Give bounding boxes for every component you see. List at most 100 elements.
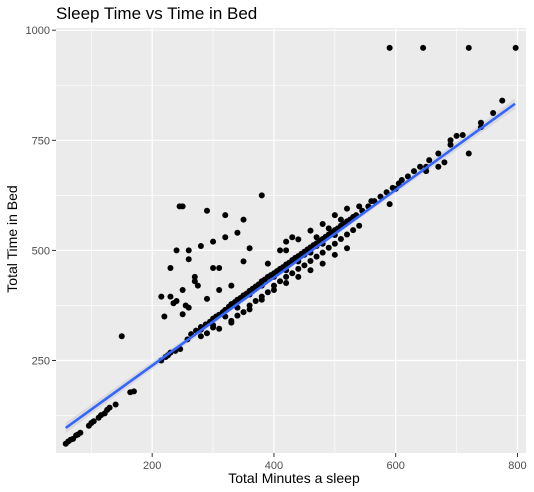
y-axis-title: Total Time in Bed (4, 185, 20, 292)
data-point (331, 240, 338, 247)
data-point (258, 192, 265, 199)
data-point (331, 212, 338, 219)
data-point (447, 137, 454, 144)
data-point (203, 330, 210, 337)
data-point (337, 235, 344, 242)
data-point (465, 150, 472, 157)
data-point (197, 243, 204, 250)
data-point (289, 270, 296, 277)
data-point (106, 404, 113, 411)
x-axis-title: Total Minutes a sleep (228, 470, 360, 486)
x-axis-ticks: 200 400 600 800 (143, 453, 527, 472)
data-point (344, 231, 351, 238)
data-point (490, 110, 497, 116)
data-point (246, 306, 253, 313)
data-point (420, 44, 427, 51)
data-point (264, 289, 271, 296)
data-point (176, 203, 183, 210)
data-point (185, 247, 192, 254)
data-point (465, 44, 472, 51)
data-point (295, 236, 302, 243)
data-point (447, 141, 454, 148)
data-point (222, 212, 229, 219)
data-point (77, 429, 84, 436)
chart-title: Sleep Time vs Time in Bed (56, 4, 258, 23)
data-point (210, 238, 217, 245)
data-point (295, 265, 302, 272)
data-point (459, 132, 466, 139)
data-point (477, 119, 484, 126)
data-point (441, 159, 448, 166)
data-point (410, 168, 417, 175)
data-point (277, 247, 284, 254)
data-point (216, 265, 223, 272)
data-point (228, 319, 235, 326)
data-point (386, 44, 393, 51)
data-point (234, 229, 241, 236)
y-tick-label: 250 (32, 356, 50, 368)
data-point (203, 207, 210, 214)
data-point (167, 293, 174, 300)
data-point (264, 260, 271, 267)
data-point (222, 234, 229, 241)
data-point (170, 300, 177, 307)
data-point (307, 227, 314, 234)
x-tick-label: 400 (265, 460, 283, 472)
data-point (179, 311, 186, 318)
trend-line-group (64, 102, 516, 429)
x-tick-label: 200 (143, 460, 161, 472)
data-point (173, 247, 180, 254)
data-point (246, 245, 253, 252)
data-point (182, 302, 189, 309)
data-point (426, 157, 433, 164)
data-point (228, 282, 235, 289)
data-point (197, 333, 204, 340)
data-point (435, 163, 442, 170)
data-point (161, 313, 168, 320)
data-point (270, 282, 277, 289)
y-tick-label: 1000 (26, 25, 50, 37)
data-point (283, 247, 290, 254)
data-point (319, 249, 326, 256)
data-point (499, 97, 506, 104)
data-point (356, 203, 363, 210)
data-point (191, 278, 198, 285)
trend-line (64, 102, 516, 429)
data-point (283, 273, 290, 280)
data-point (337, 216, 344, 223)
data-point (258, 296, 265, 303)
data-point (307, 267, 314, 274)
data-point (350, 227, 357, 234)
data-point (307, 257, 314, 264)
data-point (289, 234, 296, 241)
data-point (325, 225, 332, 232)
data-point (191, 273, 198, 280)
data-point (90, 418, 97, 425)
data-point (301, 262, 308, 269)
x-tick-label: 800 (508, 460, 526, 472)
data-point (283, 280, 290, 286)
y-tick-label: 500 (32, 245, 50, 257)
data-point (234, 312, 241, 319)
data-point (398, 176, 405, 183)
data-point (216, 287, 223, 294)
data-point (453, 132, 460, 139)
data-point (368, 198, 375, 205)
data-point (344, 245, 351, 252)
data-point (313, 253, 320, 260)
data-point (216, 325, 223, 332)
data-point (240, 258, 247, 265)
data-point (167, 265, 174, 272)
data-point (270, 287, 277, 294)
data-point (319, 220, 326, 227)
data-point (356, 222, 363, 229)
data-point (404, 173, 411, 180)
y-tick-label: 750 (32, 135, 50, 147)
data-point (130, 388, 137, 395)
data-point (203, 295, 210, 302)
y-axis-ticks: 250 500 750 1000 (26, 25, 56, 368)
x-tick-label: 600 (387, 460, 405, 472)
data-point (331, 251, 338, 258)
data-point (240, 309, 247, 316)
